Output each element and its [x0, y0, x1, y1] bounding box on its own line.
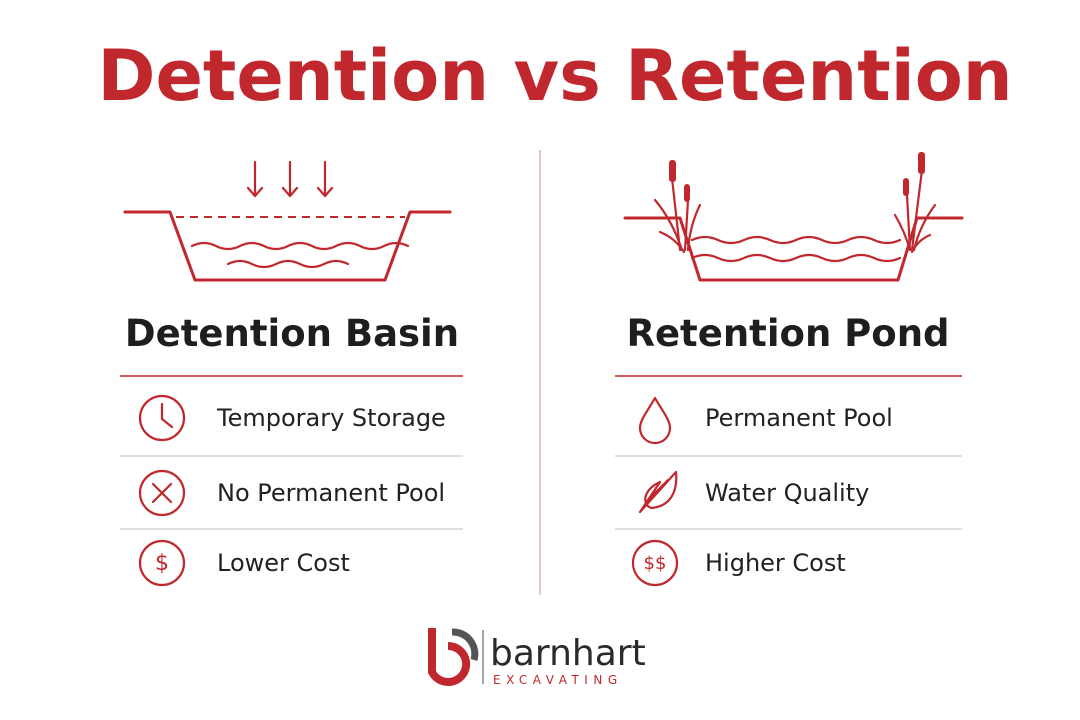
item-text: Temporary Storage [216, 404, 446, 432]
dollars-icon [631, 539, 679, 587]
basin-illustration [123, 160, 452, 282]
clock-icon [138, 394, 186, 442]
item-text: Water Quality [705, 479, 869, 507]
item-text: Higher Cost [705, 549, 846, 577]
logo-tagline: EXCAVATING [493, 673, 623, 687]
icon-text: $ [155, 551, 169, 576]
icon-text: $$ [644, 553, 667, 574]
item-text: Lower Cost [217, 549, 350, 577]
drop-icon [638, 396, 672, 445]
item-text: No Permanent Pool [217, 479, 445, 507]
logo-name: barnhart [490, 633, 646, 674]
dollar-icon [138, 539, 186, 587]
title: Detention vs Retention [97, 35, 1012, 117]
pond-illustration [623, 152, 964, 282]
leaf-icon [638, 470, 678, 514]
heading: Detention Basin [125, 312, 459, 355]
logo-mark [428, 628, 479, 686]
item-text: Permanent Pool [705, 404, 893, 432]
x-icon [138, 469, 186, 517]
heading: Retention Pond [626, 312, 949, 355]
